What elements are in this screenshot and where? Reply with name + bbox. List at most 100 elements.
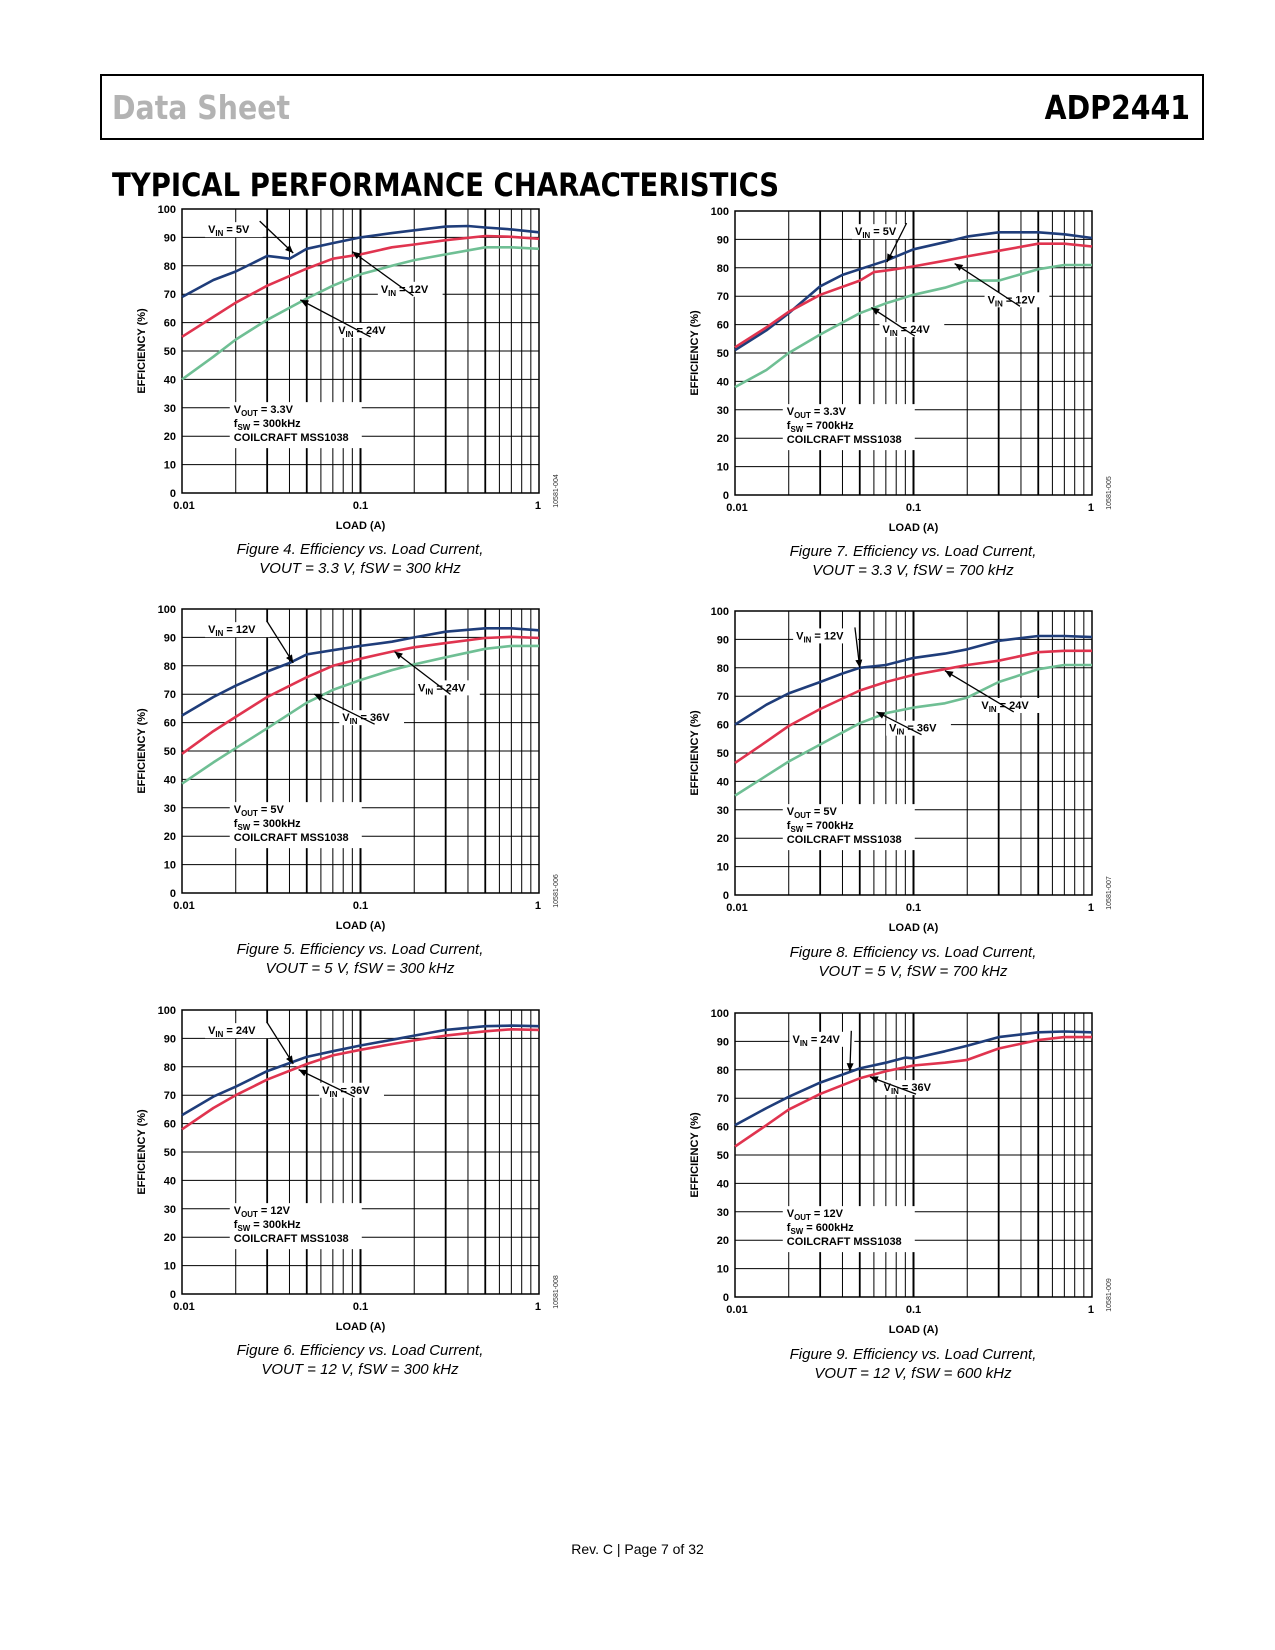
y-tick-label: 100 — [158, 604, 176, 616]
x-tick-label: 0.1 — [906, 1304, 921, 1316]
x-tick-label: 1 — [535, 500, 541, 512]
series-line — [181, 627, 540, 717]
chart-svg: 0 10 20 30 40 50 60 70 80 90 100 0.01 0.1 1 LOAD (A) EF… — [136, 1005, 560, 1333]
plot-frame — [181, 1009, 540, 1295]
figure-code: 10581-006 — [553, 874, 560, 908]
series-label: VIN = 24V — [793, 1034, 841, 1048]
label-arrow — [266, 620, 294, 664]
chart-figure-6: 0 10 20 30 40 50 60 70 80 90 100 0.01 0.1 1 LOAD (A) EF… — [130, 1001, 730, 1421]
series-label: VIN = 12V — [988, 294, 1036, 308]
arrow-head — [869, 1076, 879, 1083]
y-tick-label: 20 — [717, 433, 729, 445]
doc-title: Data Sheet — [112, 88, 291, 127]
x-tick-label: 0.1 — [906, 502, 921, 514]
page-footer: Rev. C | Page 7 of 32 — [571, 1541, 704, 1557]
plot-frame — [734, 610, 1093, 896]
figure-conditions: VOUT = 12 V, fSW = 600 kHz — [814, 1365, 1012, 1382]
y-tick-label: 70 — [717, 291, 729, 303]
figure-conditions: VOUT = 5 V, fSW = 300 kHz — [265, 960, 455, 977]
chart-svg: 0 10 20 30 40 50 60 70 80 90 100 0.01 0.1 1 LOAD (A) EF… — [689, 606, 1113, 934]
series-label-bg — [793, 628, 858, 644]
condition-label: fSW = 300kHz — [234, 818, 301, 832]
series-label-bg — [377, 281, 443, 297]
caption-figure-9: Figure 9. Efficiency vs. Load Current, V… — [613, 1345, 1213, 1383]
y-tick-label: 40 — [717, 1178, 729, 1190]
y-tick-label: 50 — [717, 348, 729, 360]
x-tick-label: 0.1 — [353, 900, 368, 912]
series-line — [734, 263, 1092, 389]
series-label: VIN = 12V — [208, 624, 256, 638]
grid — [182, 609, 539, 893]
y-tick-label: 20 — [164, 831, 176, 843]
series-line — [181, 234, 540, 338]
y-tick-label: 20 — [717, 833, 729, 845]
series-line — [181, 1028, 540, 1131]
arrow-head — [394, 651, 403, 660]
condition-label: fSW = 700kHz — [787, 420, 854, 434]
series-line — [734, 1030, 1093, 1127]
arrow-head — [846, 1063, 854, 1072]
label-arrow — [351, 251, 414, 297]
caption-figure-6: Figure 6. Efficiency vs. Load Current, V… — [60, 1341, 660, 1379]
x-tick-label: 0.01 — [726, 502, 747, 514]
plot-frame — [181, 208, 540, 494]
series-label: VIN = 24V — [208, 1025, 256, 1039]
series-label: VIN = 24V — [981, 700, 1029, 714]
y-tick-label: 50 — [164, 346, 176, 358]
condition-label: COILCRAFT MSS1038 — [234, 432, 349, 444]
series-label: VIN = 12V — [796, 630, 844, 644]
series-label: VIN = 36V — [889, 723, 937, 737]
y-tick-label: 30 — [717, 405, 729, 417]
y-tick-label: 30 — [717, 805, 729, 817]
y-tick-label: 80 — [164, 661, 176, 673]
label-arrow — [954, 262, 1021, 307]
series-label-bg — [205, 222, 263, 238]
condition-label: COILCRAFT MSS1038 — [787, 1236, 902, 1248]
series-line — [734, 1035, 1092, 1148]
figure-conditions: VOUT = 3.3 V, fSW = 300 kHz — [259, 560, 461, 577]
y-tick-label: 20 — [164, 1232, 176, 1244]
y-tick-label: 10 — [717, 862, 729, 874]
arrow-head — [300, 299, 310, 307]
y-tick-label: 90 — [164, 232, 176, 244]
label-arrow — [313, 693, 375, 725]
y-tick-label: 100 — [158, 1005, 176, 1017]
series-label-bg — [789, 1031, 855, 1047]
x-axis-title: LOAD (A) — [336, 920, 386, 932]
figure-label: Figure 5. Efficiency vs. Load Current, — [236, 941, 484, 958]
series-label-bg — [879, 322, 945, 338]
arrow-head — [871, 307, 880, 315]
x-tick-label: 1 — [535, 900, 541, 912]
figure-label: Figure 9. Efficiency vs. Load Current, — [789, 1346, 1037, 1363]
condition-label: VOUT = 12V — [787, 1208, 844, 1222]
figure-code: 10581-005 — [1106, 476, 1113, 510]
x-tick-label: 1 — [1088, 902, 1094, 914]
arrow-head — [886, 253, 894, 263]
y-tick-label: 30 — [164, 1204, 176, 1216]
series-label-bg — [205, 1023, 270, 1039]
y-tick-label: 80 — [717, 663, 729, 675]
series-label: VIN = 36V — [342, 712, 390, 726]
y-tick-label: 10 — [717, 1264, 729, 1276]
chart-figure-4: 0 10 20 30 40 50 60 70 80 90 100 0.01 0.1 1 LOAD (A) EF… — [130, 200, 730, 620]
series-line — [181, 635, 540, 755]
x-tick-label: 0.1 — [353, 500, 368, 512]
y-axis-title: EFFICIENCY (%) — [689, 310, 701, 396]
page-header: Data Sheet ADP2441 — [100, 74, 1204, 140]
y-tick-label: 80 — [164, 261, 176, 273]
y-tick-label: 40 — [717, 776, 729, 788]
y-tick-label: 100 — [711, 206, 729, 218]
label-arrow — [870, 307, 916, 337]
figure-code: 10581-009 — [1106, 1278, 1113, 1312]
y-tick-label: 20 — [717, 1235, 729, 1247]
series-label-bg — [880, 1080, 946, 1096]
grid — [735, 211, 1092, 495]
y-tick-label: 60 — [164, 1119, 176, 1131]
y-tick-label: 10 — [717, 462, 729, 474]
caption-figure-5: Figure 5. Efficiency vs. Load Current, V… — [60, 940, 660, 978]
y-tick-label: 0 — [170, 488, 176, 500]
series-line — [181, 1024, 540, 1117]
y-axis-title: EFFICIENCY (%) — [136, 308, 148, 394]
condition-label: VOUT = 12V — [234, 1205, 291, 1219]
y-tick-label: 60 — [717, 320, 729, 332]
